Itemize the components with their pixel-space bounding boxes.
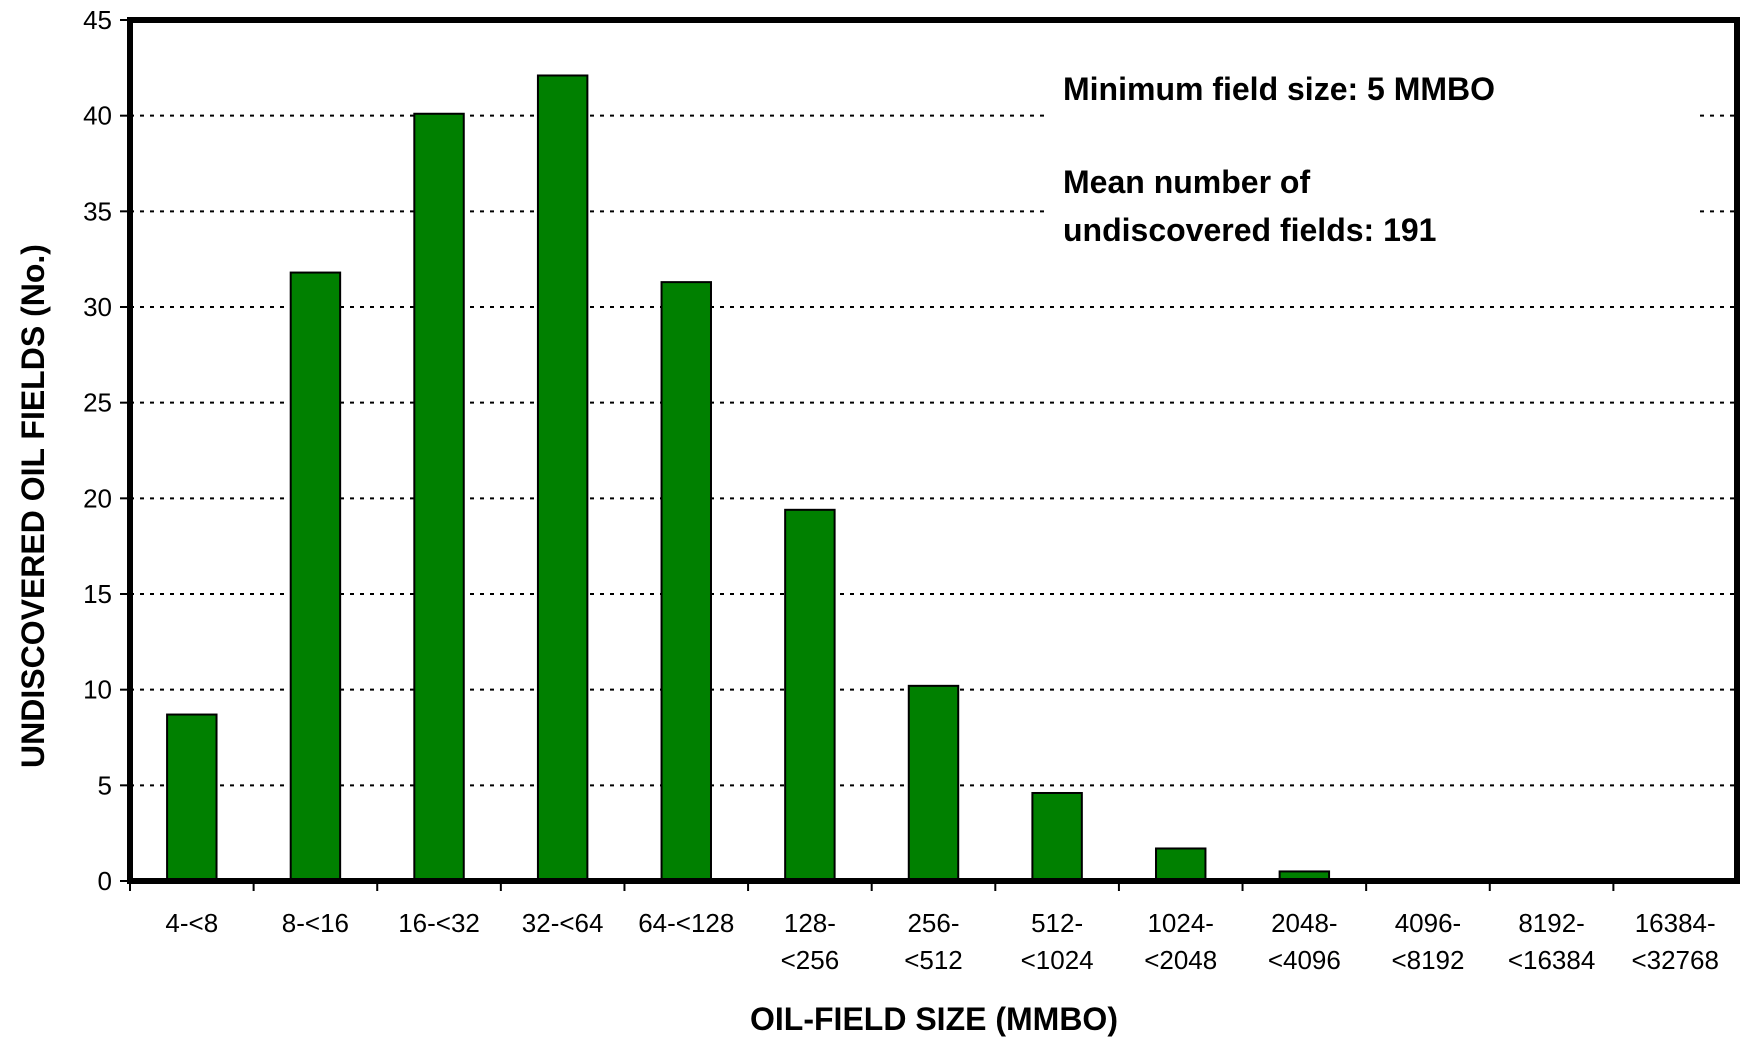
y-tick-label: 20 [83,483,112,513]
x-tick-label-line: <512 [904,945,963,975]
x-tick-label-line: 4096- [1395,908,1462,938]
y-tick-label: 30 [83,292,112,322]
y-axis-title: UNDISCOVERED OIL FIELDS (No.) [15,244,51,768]
x-tick-label-line: <4096 [1268,945,1341,975]
y-tick-label: 10 [83,675,112,705]
x-tick-label: 16-<32 [398,908,480,938]
x-tick-label: 64-<128 [638,908,734,938]
y-tick-label: 25 [83,388,112,418]
x-tick-label-line: <2048 [1144,945,1217,975]
x-tick-label: 16384- <32768 [1631,908,1718,975]
annotation-min-field-size: Minimum field size: 5 MMBO [1063,71,1495,107]
bar [413,112,465,882]
y-tick-label: 0 [98,866,112,896]
x-tick-label-line: 2048- [1271,908,1338,938]
x-tick-label: 8192- <16384 [1508,908,1595,975]
x-tick-label: 8-<16 [282,908,349,938]
bar [1155,847,1207,882]
x-tick-label: 256- <512 [904,908,963,975]
bar [289,271,342,882]
x-tick-label-line: <32768 [1631,945,1718,975]
x-tick-label-line: <16384 [1508,945,1595,975]
y-tick-label: 40 [83,101,112,131]
y-tick-labels: 0 5 10 15 20 25 30 35 40 45 [83,5,130,896]
y-tick-label: 35 [83,196,112,226]
x-tick-labels: 4-<8 8-<16 16-<32 32-<64 64-<128 128- <256 256-… [129,881,1719,975]
x-tick-label-line: 8192- [1518,908,1585,938]
x-tick-label: 4096- <8192 [1391,908,1464,975]
plot-frame [127,17,1740,884]
annotation-background [1050,60,1695,260]
x-tick-label: 4-<8 [165,908,218,938]
x-tick-label-line: 128- [784,908,836,938]
x-tick-label-line: 16-<32 [398,908,480,938]
x-tick-label-line: <1024 [1021,945,1094,975]
x-tick-label-line: 4-<8 [165,908,218,938]
x-tick-label-line: 32-<64 [522,908,604,938]
x-tick-label-line: 256- [907,908,959,938]
x-tick-label: 512- <1024 [1021,908,1094,975]
x-tick-label: 1024- <2048 [1144,908,1217,975]
y-tick-label: 15 [83,579,112,609]
x-tick-label-line: <8192 [1391,945,1464,975]
x-axis-title: OIL-FIELD SIZE (MMBO) [750,1001,1118,1037]
x-tick-label: 128- <256 [781,908,840,975]
x-tick-label-line: 64-<128 [638,908,734,938]
x-tick-label-line: 16384- [1635,908,1716,938]
annotation-mean-number-line1: Mean number of [1063,164,1310,200]
y-tick-label: 5 [98,770,112,800]
annotation-mean-number-line2: undiscovered fields: 191 [1063,212,1436,248]
bar [907,684,960,883]
x-tick-label-line: <256 [781,945,840,975]
bar [536,74,589,882]
x-tick-label-line: 512- [1031,908,1083,938]
x-tick-label: 2048- <4096 [1268,908,1341,975]
bar [660,281,712,883]
y-tick-label: 45 [83,5,112,35]
bar [784,508,836,882]
x-tick-label-line: 8-<16 [282,908,349,938]
x-tick-label: 32-<64 [522,908,604,938]
bar [166,713,218,882]
x-tick-label-line: 1024- [1147,908,1214,938]
bar [1031,791,1083,883]
